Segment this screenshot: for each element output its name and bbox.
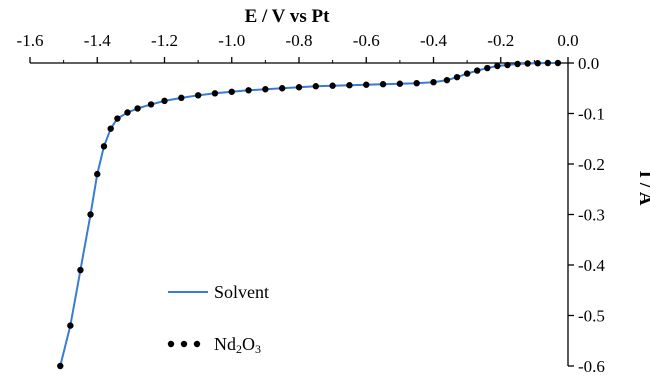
legend-nd2o3-swatch — [167, 340, 201, 348]
y-axis: 0.0 -0.1 -0.2 -0.3 -0.4 -0.5 -0.6 — [567, 54, 605, 376]
y-tick-label: -0.6 — [578, 357, 605, 376]
data-point — [463, 70, 471, 77]
series-markers-nd2o3 — [57, 59, 562, 370]
x-axis-title: E / V vs Pt — [245, 6, 330, 27]
x-tick-label: 0.0 — [557, 31, 578, 50]
data-point — [228, 88, 235, 95]
data-point — [67, 322, 74, 329]
x-tick-label: -0.2 — [487, 31, 514, 50]
series-layer — [57, 59, 562, 370]
y-tick-label: 0.0 — [578, 54, 599, 73]
data-point — [504, 61, 511, 69]
data-point — [77, 266, 84, 274]
data-point — [134, 105, 141, 112]
data-point — [57, 362, 64, 370]
data-point — [278, 85, 286, 92]
data-point — [329, 82, 336, 89]
data-point — [379, 81, 387, 88]
data-point — [484, 64, 491, 72]
data-point — [494, 62, 501, 70]
legend: Solvent Nd2O3 — [167, 282, 269, 356]
data-point — [396, 80, 404, 87]
data-point — [194, 92, 202, 99]
data-point — [443, 76, 451, 84]
data-point — [554, 59, 562, 67]
data-point — [514, 60, 521, 68]
x-tick-label: -1.4 — [84, 31, 111, 50]
data-point — [474, 67, 481, 74]
data-point — [100, 143, 108, 150]
data-point — [346, 82, 353, 89]
y-tick-label: -0.2 — [578, 155, 605, 174]
x-tick-label: -1.2 — [151, 31, 178, 50]
x-tick-label: -1.0 — [218, 31, 245, 50]
data-point — [245, 87, 252, 94]
data-point — [161, 97, 168, 105]
y-tick-label: -0.5 — [578, 307, 605, 326]
y-tick-label: -0.1 — [578, 105, 605, 124]
data-point — [114, 115, 121, 122]
data-point — [178, 94, 185, 102]
data-point — [124, 109, 131, 116]
x-tick-label: -0.4 — [420, 31, 447, 50]
data-point — [413, 80, 420, 87]
data-point — [524, 60, 531, 67]
data-point — [295, 84, 303, 91]
x-tick-label: -0.8 — [286, 31, 313, 50]
data-point — [453, 73, 461, 81]
data-point — [107, 125, 114, 132]
legend-solvent-label: Solvent — [214, 282, 269, 302]
data-point — [211, 90, 219, 97]
x-axis: -1.6 -1.4 -1.2 -1.0 -0.8 -0.6 -0.4 -0.2 0.0 — [17, 31, 579, 64]
y-tick-label: -0.3 — [578, 206, 605, 225]
y-axis-title: I / A — [635, 171, 650, 206]
data-point — [363, 81, 370, 88]
series-line-solvent — [59, 62, 558, 367]
data-point — [262, 86, 269, 93]
data-point — [534, 60, 541, 67]
data-point — [544, 59, 552, 67]
data-point — [147, 101, 155, 108]
data-point — [430, 78, 437, 86]
data-point — [87, 211, 94, 218]
x-tick-label: -0.6 — [353, 31, 380, 50]
x-tick-label: -1.6 — [17, 31, 44, 50]
data-point — [312, 83, 320, 90]
legend-nd2o3-label: Nd2O3 — [214, 334, 261, 356]
data-point — [94, 170, 101, 178]
y-tick-label: -0.4 — [578, 256, 605, 275]
